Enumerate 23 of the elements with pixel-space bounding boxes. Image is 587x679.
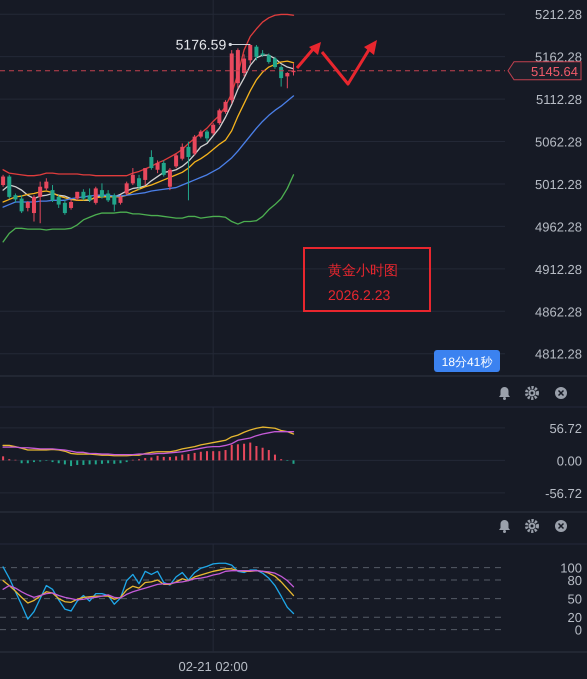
y-tick-label: 5112.28	[536, 92, 582, 108]
y-tick-label: 4912.28	[535, 262, 582, 277]
y-tick-label: 100	[560, 560, 582, 576]
y-tick-label: 4862.28	[535, 304, 582, 320]
y-tick-label: 5012.28	[535, 176, 582, 192]
y-tick-label: 4812.28	[535, 346, 582, 362]
y-tick-label: 4962.28	[535, 219, 582, 234]
annotation: 2026.2.23	[328, 287, 390, 303]
annotation: 黄金小时图	[328, 262, 398, 278]
annotation: 18分41秒	[442, 355, 492, 369]
annotation: 5176.59	[176, 36, 226, 52]
y-tick-label: 5162.28	[535, 50, 582, 65]
y-tick-label: 5212.28	[535, 7, 582, 22]
y-tick-label: 80	[568, 573, 582, 588]
y-tick-label: 0	[574, 622, 582, 638]
y-tick-label: -56.72	[545, 486, 582, 501]
y-tick-label: 56.72	[549, 420, 582, 436]
y-tick-label: 20	[568, 610, 582, 626]
x-tick-label: 02-21 02:00	[178, 659, 248, 674]
y-tick-label: 50	[568, 592, 582, 607]
ref-line-label: 5145.64	[531, 64, 578, 79]
y-tick-label: 0.00	[556, 453, 582, 468]
y-tick-label: 5062.28	[535, 134, 582, 150]
